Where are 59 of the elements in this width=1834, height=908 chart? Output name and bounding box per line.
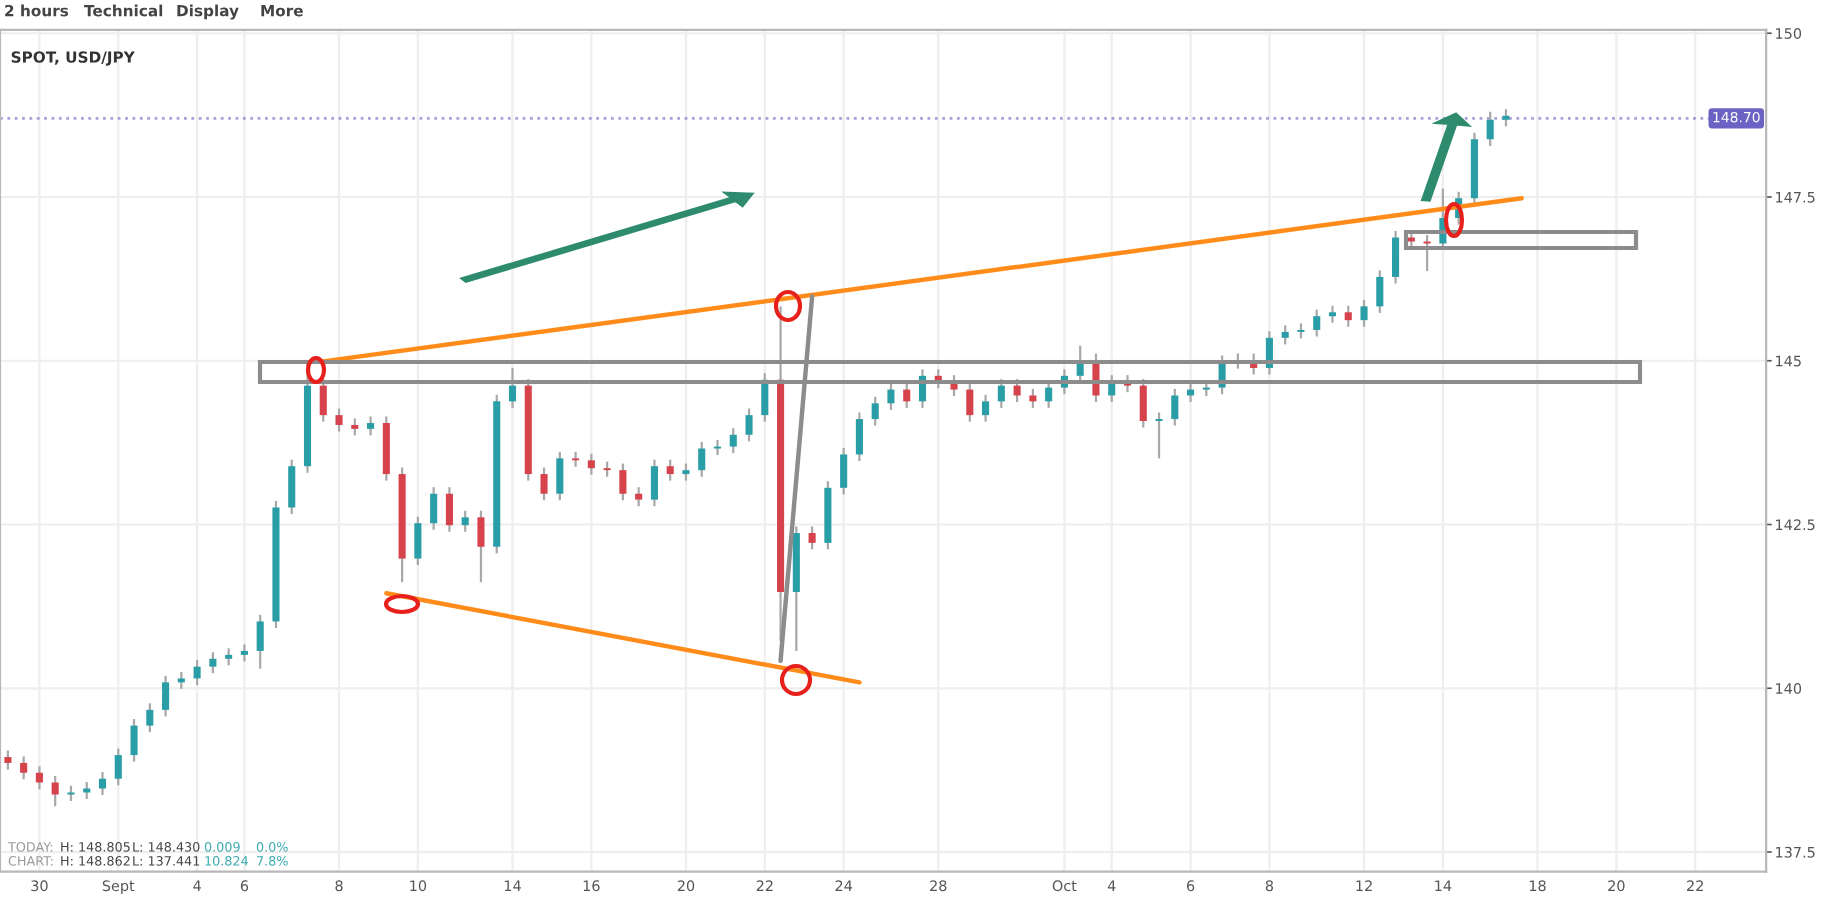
candlestick [808, 525, 816, 551]
candlestick [887, 381, 895, 411]
candlestick [1029, 387, 1037, 410]
candlestick [1045, 379, 1053, 410]
candlestick [51, 774, 59, 808]
candlestick [319, 377, 327, 423]
candlestick [745, 407, 753, 443]
candlestick [713, 438, 722, 457]
candlestick [335, 407, 343, 433]
candlestick [840, 446, 848, 496]
candlestick [1392, 229, 1400, 285]
candlestick [146, 702, 154, 734]
candlestick [288, 458, 296, 516]
candlestick [966, 381, 974, 423]
candlestick [98, 771, 107, 797]
candlestick [1171, 387, 1179, 427]
candlestick [20, 755, 28, 781]
candlestick [430, 486, 438, 531]
candlestick [1486, 110, 1494, 148]
candlestick [193, 658, 201, 687]
candlestick [871, 395, 879, 427]
candlestick [414, 515, 422, 567]
candlestick [635, 486, 643, 508]
candlestick [540, 466, 548, 502]
candlestick [35, 765, 43, 791]
candlestick [240, 643, 248, 663]
candlestick [367, 415, 375, 437]
candlestick [477, 509, 485, 584]
candlestick [1155, 411, 1163, 460]
candlestick [698, 440, 706, 478]
candlestick [650, 458, 658, 508]
candlestick [1423, 233, 1431, 273]
candlestick [572, 450, 580, 468]
candlestick [982, 393, 990, 423]
candlestick [666, 458, 674, 482]
candlestick [209, 651, 217, 675]
candlestick [130, 717, 138, 763]
candlestick [1376, 269, 1384, 315]
candlestick [1344, 304, 1352, 328]
candlestick [4, 749, 12, 771]
candlestick [556, 450, 564, 502]
candlestick [445, 486, 453, 533]
candlestick [1281, 324, 1289, 346]
candlestick [1313, 308, 1321, 338]
candlestick [1328, 304, 1337, 324]
candlestick [1139, 377, 1147, 429]
candlestick [619, 462, 627, 502]
candlestick [1013, 377, 1021, 404]
candlestick [461, 509, 469, 533]
candlestick [587, 452, 595, 476]
candlestick [256, 613, 264, 670]
candlestick [1360, 298, 1368, 328]
candlestick [903, 381, 911, 410]
candlestick [114, 747, 122, 787]
candlestick [508, 366, 517, 410]
candlestick [855, 411, 863, 463]
candlestick [997, 377, 1005, 410]
candlestick [162, 674, 170, 718]
candlestick [729, 427, 737, 455]
